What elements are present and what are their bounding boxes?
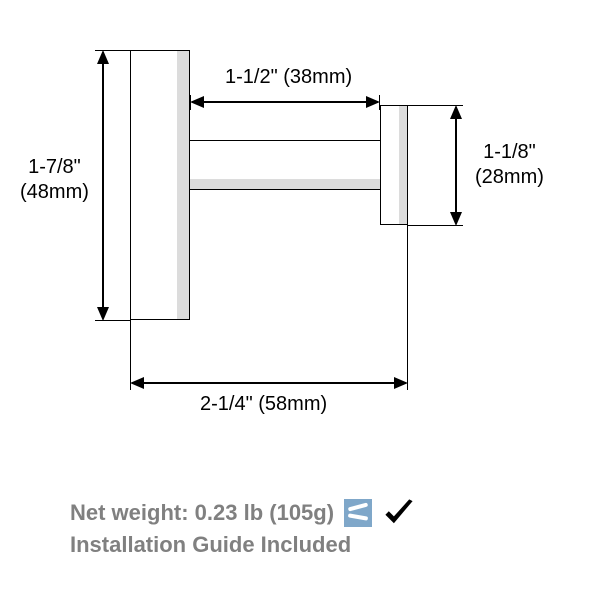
- dim-overall-line: [132, 382, 406, 384]
- dim-shaft-line: [192, 101, 378, 103]
- checkmark-icon: [382, 496, 416, 530]
- dim-shaft-label: 1-1/2" (38mm): [225, 65, 352, 90]
- footer: Net weight: 0.23 lb (105g) Installation …: [70, 496, 416, 560]
- net-weight-label: Net weight: 0.23 lb (105g): [70, 498, 334, 528]
- dim-overall-label: 2-1/4" (58mm): [200, 392, 327, 417]
- tools-icon: [344, 499, 372, 527]
- right-block: [380, 105, 408, 225]
- install-guide-label: Installation Guide Included: [70, 530, 416, 560]
- shaft-body: [190, 140, 380, 190]
- dim-right-height-label: 1-1/8" (28mm): [475, 140, 544, 190]
- left-block: [130, 50, 190, 320]
- dim-left-height-line: [102, 52, 104, 318]
- dim-right-height-line: [455, 107, 457, 223]
- dim-left-height-label: 1-7/8" (48mm): [20, 155, 89, 205]
- diagram-canvas: 1-7/8" (48mm) 1-1/8" (28mm) 1-1/2" (38mm…: [0, 0, 600, 600]
